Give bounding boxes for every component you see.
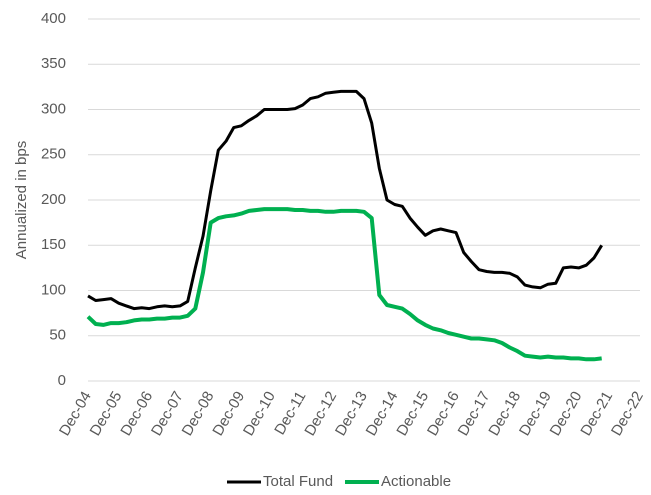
y-tick-label: 0 <box>58 372 66 389</box>
legend-label: Total Fund <box>263 473 333 490</box>
series-line <box>87 89 603 311</box>
series-line <box>86 207 602 362</box>
legend-label: Actionable <box>381 473 451 490</box>
y-tick-label: 50 <box>49 327 66 344</box>
y-axis-label: Annualized in bps <box>13 141 30 259</box>
y-tick-label: 350 <box>41 55 66 72</box>
y-tick-label: 150 <box>41 236 66 253</box>
y-tick-label: 200 <box>41 191 66 208</box>
y-tick-label: 250 <box>41 146 66 163</box>
y-tick-label: 100 <box>41 281 66 298</box>
y-tick-label: 400 <box>41 10 66 27</box>
y-tick-label: 300 <box>41 100 66 117</box>
